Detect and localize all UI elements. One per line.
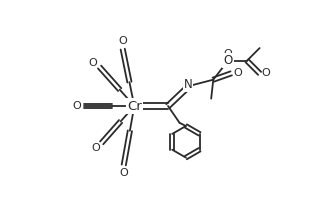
Text: O: O [118,36,127,46]
Text: O: O [261,68,270,78]
Text: O: O [91,143,100,153]
Text: O: O [119,168,128,178]
Text: O: O [89,58,98,68]
Text: N: N [184,78,193,91]
Text: O: O [223,54,233,67]
Text: O: O [224,49,233,59]
Text: O: O [72,101,81,111]
Text: Cr: Cr [127,99,142,113]
Text: O: O [233,68,242,78]
